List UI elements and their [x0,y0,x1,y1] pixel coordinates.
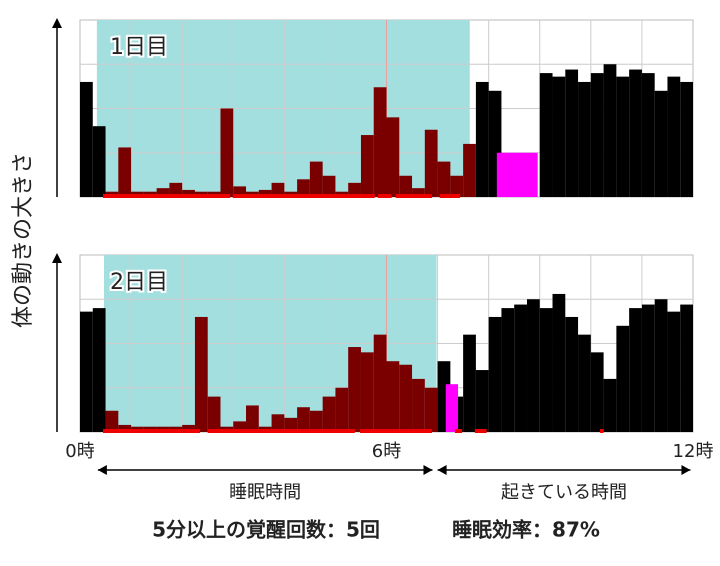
activity-bar [424,129,438,197]
activity-bar [629,308,642,432]
activity-bar [373,87,387,197]
x-tick-label: 6時 [372,441,401,462]
off-wrist [445,384,459,432]
activity-bar [667,311,681,432]
activity-bar [309,161,323,197]
activity-bar [233,421,247,432]
activity-bar [156,188,170,197]
activity-bar [603,64,617,197]
activity-bar [539,73,553,197]
activity-bar [335,387,349,432]
activity-bar [578,81,591,197]
activity-bar [475,81,489,197]
activity-bar [667,76,681,197]
arrow-head [681,465,691,475]
activity-bar [348,347,361,432]
activity-bar [437,161,451,197]
activity-bar [641,73,655,197]
activity-bar [565,69,579,197]
activity-bar [80,311,93,432]
activity-bar [501,308,515,432]
activity-bar [297,407,310,432]
activity-bar [450,175,464,197]
activity-bar [271,414,285,432]
footer-stat: 睡眠効率：87% [452,518,600,542]
activity-bar [539,308,553,432]
activity-bar [590,352,604,432]
activity-bar [412,378,425,432]
activity-bar [399,175,413,197]
activity-bar [182,189,195,197]
activity-bar [629,69,642,197]
activity-bar [616,325,630,432]
arrow-head [423,465,433,475]
activity-bar [399,364,413,432]
activity-bar [386,361,400,432]
activity-bar [654,299,668,432]
activity-bar [297,179,310,197]
activity-bar [284,417,298,432]
activity-bar [258,189,272,197]
activity-bar [603,378,617,432]
activity-bar [475,370,489,432]
activity-bar [182,424,195,432]
activity-bar [360,352,374,432]
off-wrist [496,152,538,197]
y-axis-arrow [52,18,62,28]
arrow-head [97,465,107,475]
activity-bar [552,293,566,432]
activity-bar [526,299,540,432]
activity-bar [590,73,604,197]
activity-bar [348,182,361,197]
activity-bar [80,81,93,197]
activity-bar [565,316,579,432]
y-label: 体の動きの大きさ [11,152,36,328]
activity-bar [271,182,285,197]
activity-bar [118,147,132,197]
activity-bar [207,396,221,432]
span-label: 睡眠時間 [229,482,301,503]
activity-bar [654,90,668,197]
activity-bar [322,175,336,197]
footer-stat: 5分以上の覚醒回数：5回 [152,518,380,542]
x-tick-label: 0時 [65,441,94,462]
panel-label: 2日目 [110,270,168,295]
activity-bar [680,304,693,432]
activity-bar [386,117,400,197]
activity-bar [360,135,374,197]
arrow-head [437,465,447,475]
panel-label: 1日目 [110,35,168,60]
activity-bar [194,316,208,432]
activity-bar [488,316,502,432]
activity-bar [616,76,630,197]
y-axis-arrow [52,253,62,263]
activity-bar [552,76,566,197]
activity-bar [412,188,425,197]
activity-bar [220,108,234,197]
x-tick-label: 12時 [673,441,714,462]
activity-bar [118,424,132,432]
activity-bar [322,396,336,432]
activity-bar [246,405,259,432]
activity-bar [92,308,106,432]
span-label: 起きている時間 [501,482,627,503]
activity-bar [105,410,119,432]
activity-bar [92,126,106,197]
activity-bar [514,304,527,432]
activity-bar [373,334,387,432]
activity-bar [680,81,693,197]
activity-bar [578,334,591,432]
activity-bar [233,186,247,197]
activity-bar [463,143,476,197]
activity-bar [309,410,323,432]
activity-bar [169,182,183,197]
activity-bar [424,387,438,432]
activity-bar [641,304,655,432]
activity-bar [463,334,476,432]
